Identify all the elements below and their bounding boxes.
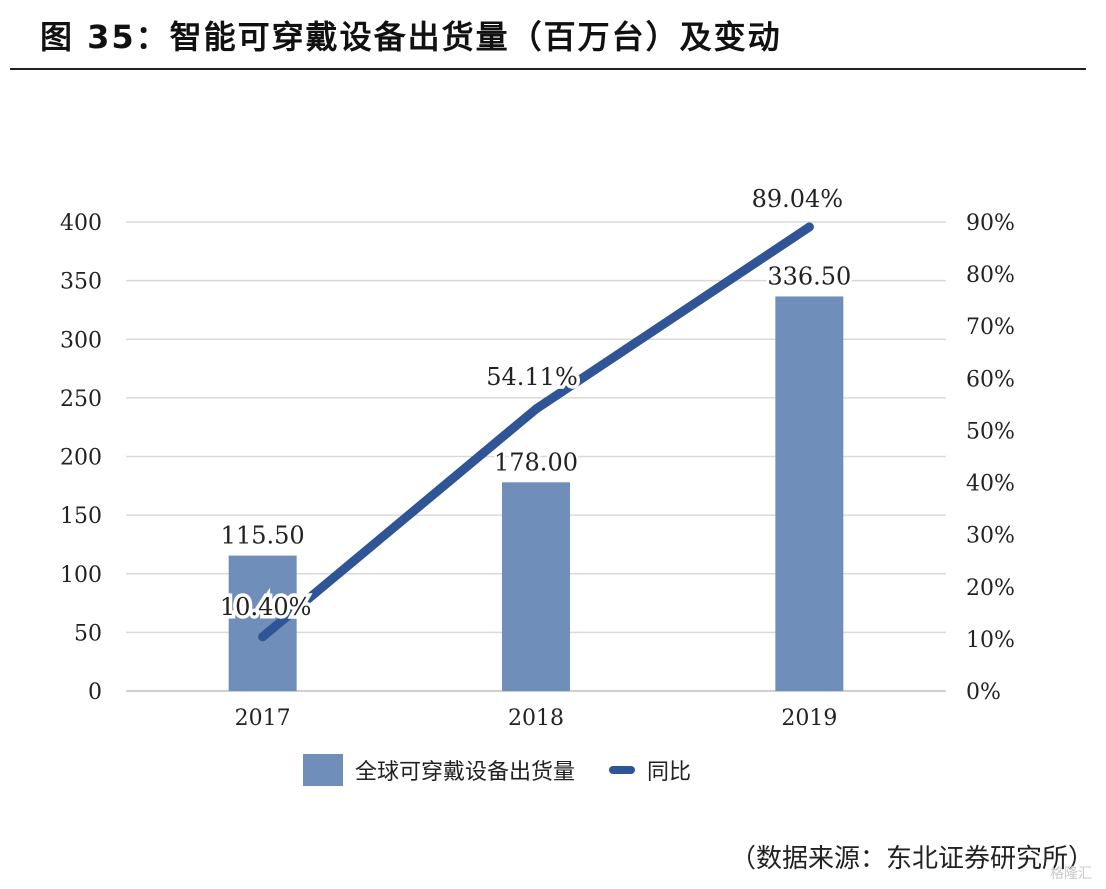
- y-right-tick-label: 30%: [966, 524, 1015, 549]
- x-tick-label: 2018: [508, 706, 564, 731]
- bar-value-label: 115.50: [221, 522, 305, 550]
- y-left-tick-label: 400: [60, 211, 102, 236]
- yoy-point: [804, 222, 814, 232]
- bar: [502, 482, 570, 691]
- legend: 全球可穿戴设备出货量 同比: [303, 752, 691, 788]
- y-left-tick-label: 50: [74, 621, 102, 646]
- y-left-tick-label: 100: [60, 563, 102, 588]
- y-left-tick-label: 250: [60, 387, 102, 412]
- yoy-value-label: 10.40%: [220, 593, 312, 621]
- y-left-tick-label: 300: [60, 328, 102, 353]
- y-right-tick-label: 70%: [966, 315, 1015, 340]
- legend-bar-label: 全球可穿戴设备出货量: [355, 760, 576, 785]
- legend-bar-swatch: [303, 754, 343, 786]
- y-left-tick-label: 350: [60, 270, 102, 295]
- title-divider: [10, 68, 1086, 70]
- y-right-tick-label: 0%: [966, 680, 1001, 705]
- bar: [228, 555, 297, 691]
- watermark: 格隆汇: [1050, 866, 1092, 882]
- yoy-value-label: 54.11%: [486, 363, 578, 391]
- y-left-tick-label: 0: [88, 680, 102, 705]
- yoy-value-label: 89.04%: [752, 185, 844, 213]
- x-tick-label: 2019: [781, 706, 837, 731]
- chart-title: 图 35：智能可穿戴设备出货量（百万台）及变动: [40, 18, 782, 56]
- yoy-point: [531, 404, 541, 414]
- y-right-tick-label: 20%: [966, 576, 1015, 601]
- y-left-tick-label: 150: [60, 504, 102, 529]
- y-right-tick-label: 10%: [966, 628, 1015, 653]
- y-right-tick-label: 40%: [966, 472, 1015, 497]
- legend-line-swatch: [609, 766, 636, 774]
- legend-line-label: 同比: [647, 760, 692, 785]
- bar: [775, 296, 844, 691]
- source-note: （数据来源：东北证券研究所）: [729, 844, 1094, 874]
- y-right-tick-label: 90%: [966, 211, 1015, 236]
- y-left-tick-label: 200: [60, 446, 102, 471]
- bar-value-label: 336.50: [767, 262, 851, 290]
- y-right-tick-label: 60%: [966, 367, 1015, 392]
- yoy-point: [258, 632, 268, 642]
- y-right-tick-label: 50%: [966, 419, 1015, 444]
- y-right-tick-label: 80%: [966, 263, 1015, 288]
- x-tick-label: 2017: [235, 706, 291, 731]
- bar-value-label: 178.00: [494, 448, 578, 476]
